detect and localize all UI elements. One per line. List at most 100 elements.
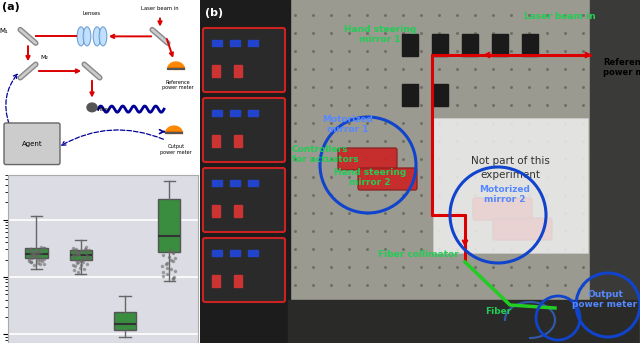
Point xyxy=(83,257,93,262)
Point xyxy=(26,254,36,260)
Point xyxy=(82,261,92,267)
Text: Reference
power meter: Reference power meter xyxy=(603,58,640,78)
Text: Reference
power meter: Reference power meter xyxy=(162,80,194,91)
Text: Laser beam in: Laser beam in xyxy=(141,6,179,11)
Point xyxy=(168,249,179,255)
Bar xyxy=(212,110,222,116)
Point xyxy=(75,265,85,270)
Bar xyxy=(402,34,418,56)
Point xyxy=(81,244,91,250)
Point xyxy=(83,253,93,259)
FancyBboxPatch shape xyxy=(493,218,552,240)
Bar xyxy=(248,250,258,256)
Text: Not part of this
experiment: Not part of this experiment xyxy=(470,156,549,180)
FancyBboxPatch shape xyxy=(4,123,60,165)
FancyBboxPatch shape xyxy=(203,168,285,232)
Bar xyxy=(248,180,258,186)
Point xyxy=(77,254,88,260)
Bar xyxy=(212,180,222,186)
Polygon shape xyxy=(166,126,182,133)
Point xyxy=(36,249,46,255)
Bar xyxy=(288,300,638,343)
Point xyxy=(161,260,172,265)
FancyBboxPatch shape xyxy=(358,168,417,190)
Point xyxy=(76,258,86,264)
Bar xyxy=(212,40,222,46)
Point xyxy=(72,249,83,255)
Point xyxy=(37,258,47,263)
Point xyxy=(168,275,178,281)
Point xyxy=(81,250,91,256)
Point xyxy=(28,251,38,256)
Point xyxy=(168,277,178,282)
Point xyxy=(161,265,172,270)
Point xyxy=(168,259,178,264)
Point xyxy=(168,250,178,256)
Bar xyxy=(590,0,640,343)
Point xyxy=(76,258,86,263)
Point xyxy=(72,270,83,275)
Point xyxy=(157,263,168,269)
Point xyxy=(32,253,42,259)
Text: M₂: M₂ xyxy=(40,55,48,60)
PathPatch shape xyxy=(158,199,180,252)
Point xyxy=(31,250,41,255)
FancyBboxPatch shape xyxy=(338,148,397,170)
PathPatch shape xyxy=(70,250,92,260)
FancyBboxPatch shape xyxy=(203,28,285,92)
Point xyxy=(76,249,86,254)
Text: Output
power meter: Output power meter xyxy=(572,290,637,309)
Bar xyxy=(212,275,220,287)
Bar xyxy=(234,275,242,287)
Point xyxy=(70,248,80,254)
Point xyxy=(33,258,43,263)
Point xyxy=(28,252,38,258)
Point xyxy=(31,248,42,254)
Bar xyxy=(248,110,258,116)
Point xyxy=(33,247,44,252)
Bar xyxy=(234,205,242,217)
Bar xyxy=(462,34,478,56)
Point xyxy=(38,262,49,267)
Point xyxy=(26,255,36,260)
Point xyxy=(165,247,175,253)
Bar xyxy=(288,0,640,300)
Point xyxy=(29,250,40,256)
PathPatch shape xyxy=(26,248,47,258)
Point xyxy=(69,268,79,273)
Text: Hand steering
mirror 2: Hand steering mirror 2 xyxy=(334,168,406,187)
Bar xyxy=(212,205,220,217)
Point xyxy=(39,256,49,261)
Ellipse shape xyxy=(93,27,101,46)
Point xyxy=(166,257,177,262)
Point xyxy=(33,260,43,265)
Text: Fiber collimator: Fiber collimator xyxy=(378,250,458,259)
Point xyxy=(24,246,35,251)
Point xyxy=(70,264,80,269)
Text: Output
power meter: Output power meter xyxy=(160,144,192,155)
Bar xyxy=(234,135,242,147)
Point xyxy=(170,256,180,261)
Point xyxy=(26,249,36,254)
Point xyxy=(36,244,47,250)
Point xyxy=(83,247,93,252)
Text: Agent: Agent xyxy=(22,141,42,147)
Point xyxy=(28,254,38,259)
Bar xyxy=(492,34,508,56)
Bar xyxy=(248,40,258,46)
Point xyxy=(24,259,35,264)
Bar xyxy=(234,65,242,77)
Text: Motorized
mirror 2: Motorized mirror 2 xyxy=(479,185,531,204)
Point xyxy=(73,251,83,257)
Bar xyxy=(230,40,240,46)
Bar xyxy=(200,0,290,343)
Point xyxy=(24,247,35,253)
PathPatch shape xyxy=(114,312,136,330)
Bar xyxy=(522,34,538,56)
Text: Fiber: Fiber xyxy=(485,307,511,316)
Ellipse shape xyxy=(77,27,85,46)
Point xyxy=(164,254,174,259)
Text: Lenses: Lenses xyxy=(83,11,101,15)
Point xyxy=(29,262,40,268)
FancyBboxPatch shape xyxy=(203,238,285,302)
